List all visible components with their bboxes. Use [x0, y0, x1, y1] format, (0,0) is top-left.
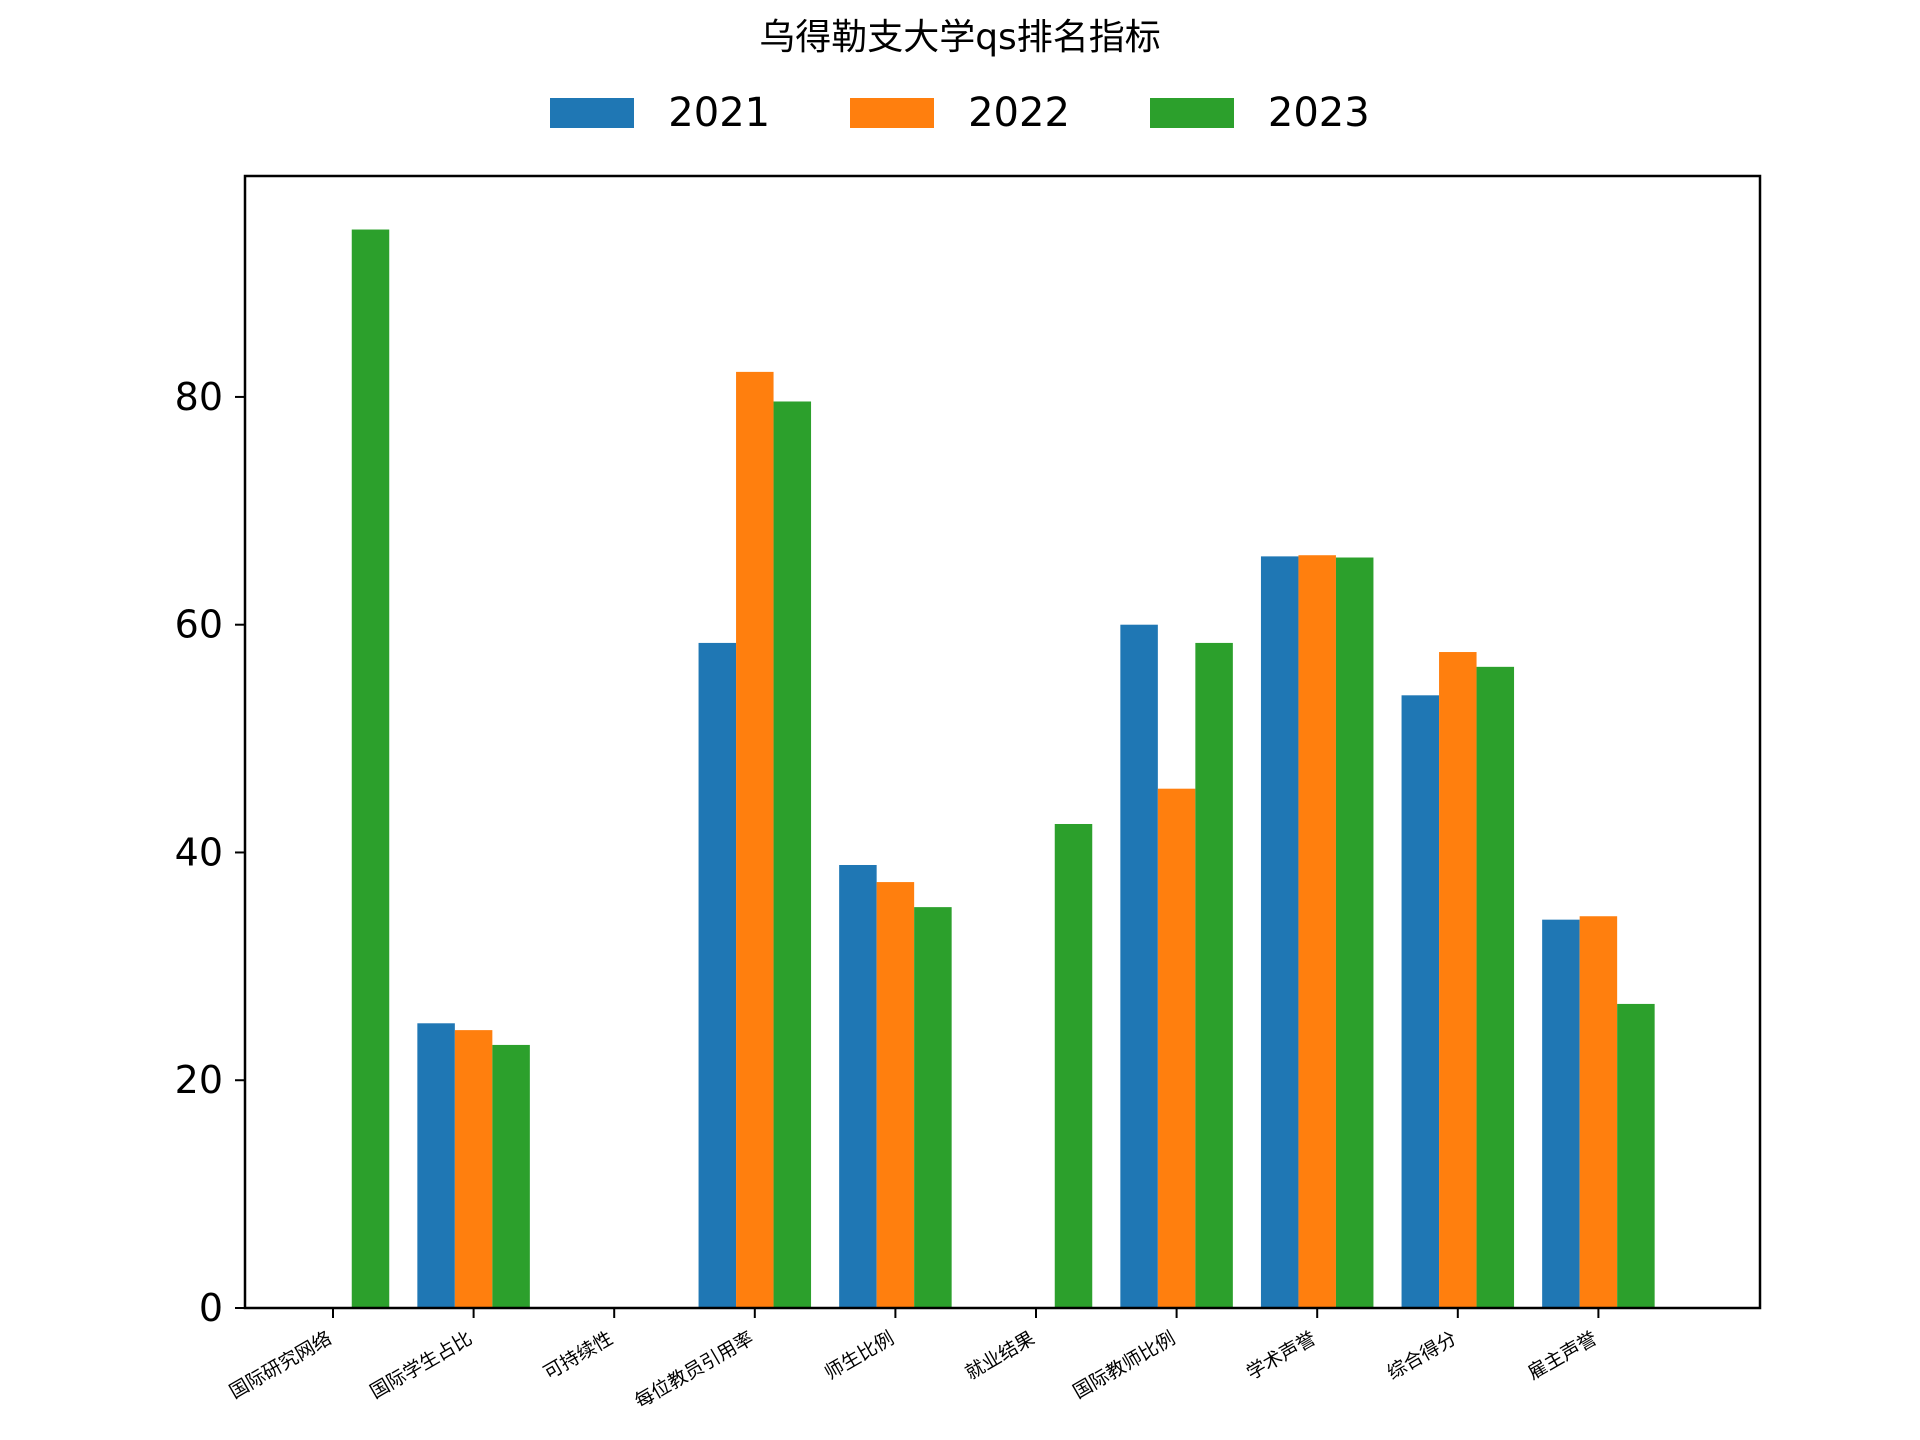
bar-2021-1 — [417, 1023, 455, 1308]
bar-2022-7 — [1298, 555, 1336, 1308]
legend: 2021 2022 2023 — [0, 90, 1920, 136]
bar-2023-3 — [773, 401, 812, 1309]
bar-2023-8 — [1476, 666, 1515, 1308]
bar-2023-0 — [351, 229, 390, 1308]
xtick-label-3: 每位教员引用率 — [631, 1327, 757, 1413]
bar-2022-4 — [876, 882, 915, 1308]
legend-swatch-2023 — [1149, 98, 1234, 128]
xtick-label-1: 国际学生占比 — [366, 1327, 476, 1403]
bar-2023-6 — [1195, 642, 1233, 1308]
ytick-label-4: 80 — [175, 375, 223, 419]
bar-2023-5 — [1054, 823, 1093, 1308]
chart-title: 乌得勒支大学qs排名指标 — [759, 17, 1161, 58]
ytick-label-3: 60 — [175, 603, 223, 647]
bar-2022-9 — [1579, 916, 1618, 1308]
legend-item-2022: 2022 — [850, 90, 1070, 136]
xtick-label-2: 可持续性 — [540, 1327, 617, 1384]
bar-2021-9 — [1542, 919, 1580, 1308]
xtick-label-5: 就业结果 — [962, 1327, 1039, 1384]
bar-2023-4 — [914, 907, 952, 1308]
bar-2021-7 — [1260, 556, 1299, 1308]
legend-label-2023: 2023 — [1267, 90, 1370, 136]
ytick-label-2: 40 — [175, 830, 223, 874]
axes-frame — [243, 174, 1762, 1310]
legend-item-2021: 2021 — [550, 90, 770, 136]
bar-2021-8 — [1401, 695, 1440, 1308]
legend-label-2022: 2022 — [968, 90, 1070, 136]
bar-2023-7 — [1335, 557, 1374, 1308]
bar-2021-3 — [698, 642, 737, 1308]
bar-2022-3 — [736, 371, 774, 1308]
legend-swatch-2022 — [850, 98, 935, 128]
legend-swatch-2021 — [550, 98, 635, 128]
legend-item-2023: 2023 — [1149, 90, 1370, 136]
ytick-label-0: 0 — [199, 1286, 223, 1330]
xtick-label-9: 雇主声誉 — [1524, 1327, 1601, 1384]
xtick-label-8: 综合得分 — [1383, 1327, 1460, 1384]
xtick-label-4: 师生比例 — [821, 1327, 898, 1384]
xtick-label-0: 国际研究网络 — [226, 1327, 336, 1403]
legend-label-2021: 2021 — [668, 90, 771, 136]
bar-2022-6 — [1157, 788, 1196, 1308]
bar-2022-1 — [454, 1030, 493, 1308]
xtick-label-6: 国际教师比例 — [1069, 1327, 1179, 1403]
ytick-label-1: 20 — [175, 1058, 223, 1102]
bar-2021-4 — [839, 864, 877, 1308]
bar-2021-6 — [1120, 624, 1158, 1308]
bar-2023-1 — [492, 1044, 530, 1308]
xtick-label-7: 学术声誉 — [1243, 1327, 1320, 1384]
bar-2022-8 — [1439, 652, 1477, 1308]
bar-2023-9 — [1617, 1003, 1655, 1308]
